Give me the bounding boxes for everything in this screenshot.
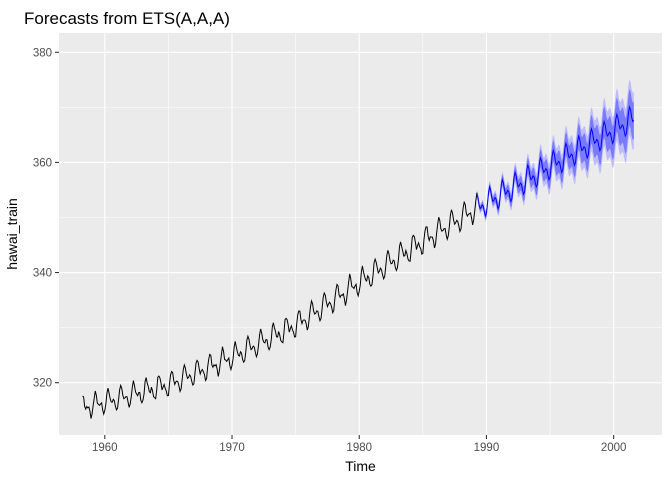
x-axis: 1960 1970 1980 1990 2000 [92, 435, 626, 454]
y-axis: 320 340 360 380 [33, 47, 59, 390]
y-tick-label: 340 [33, 268, 52, 280]
x-tick-label: 1980 [346, 442, 372, 454]
y-tick-label: 380 [33, 47, 52, 59]
y-tick-label: 320 [33, 378, 52, 390]
x-axis-title: Time [345, 458, 376, 474]
x-tick-label: 1960 [92, 442, 118, 454]
y-axis-title: hawai_train [4, 198, 20, 270]
x-tick-label: 2000 [601, 442, 627, 454]
forecast-series-line [476, 105, 635, 218]
chart-title: Forecasts from ETS(A,A,A) [24, 9, 230, 28]
forecast-band-80 [476, 88, 634, 220]
minor-gridlines [59, 33, 662, 435]
plot-panel [59, 33, 662, 435]
x-tick-label: 1990 [474, 442, 500, 454]
history-series-line [82, 192, 478, 419]
x-tick-label: 1970 [219, 442, 245, 454]
y-tick-label: 360 [33, 157, 52, 169]
major-gridlines [59, 33, 662, 435]
